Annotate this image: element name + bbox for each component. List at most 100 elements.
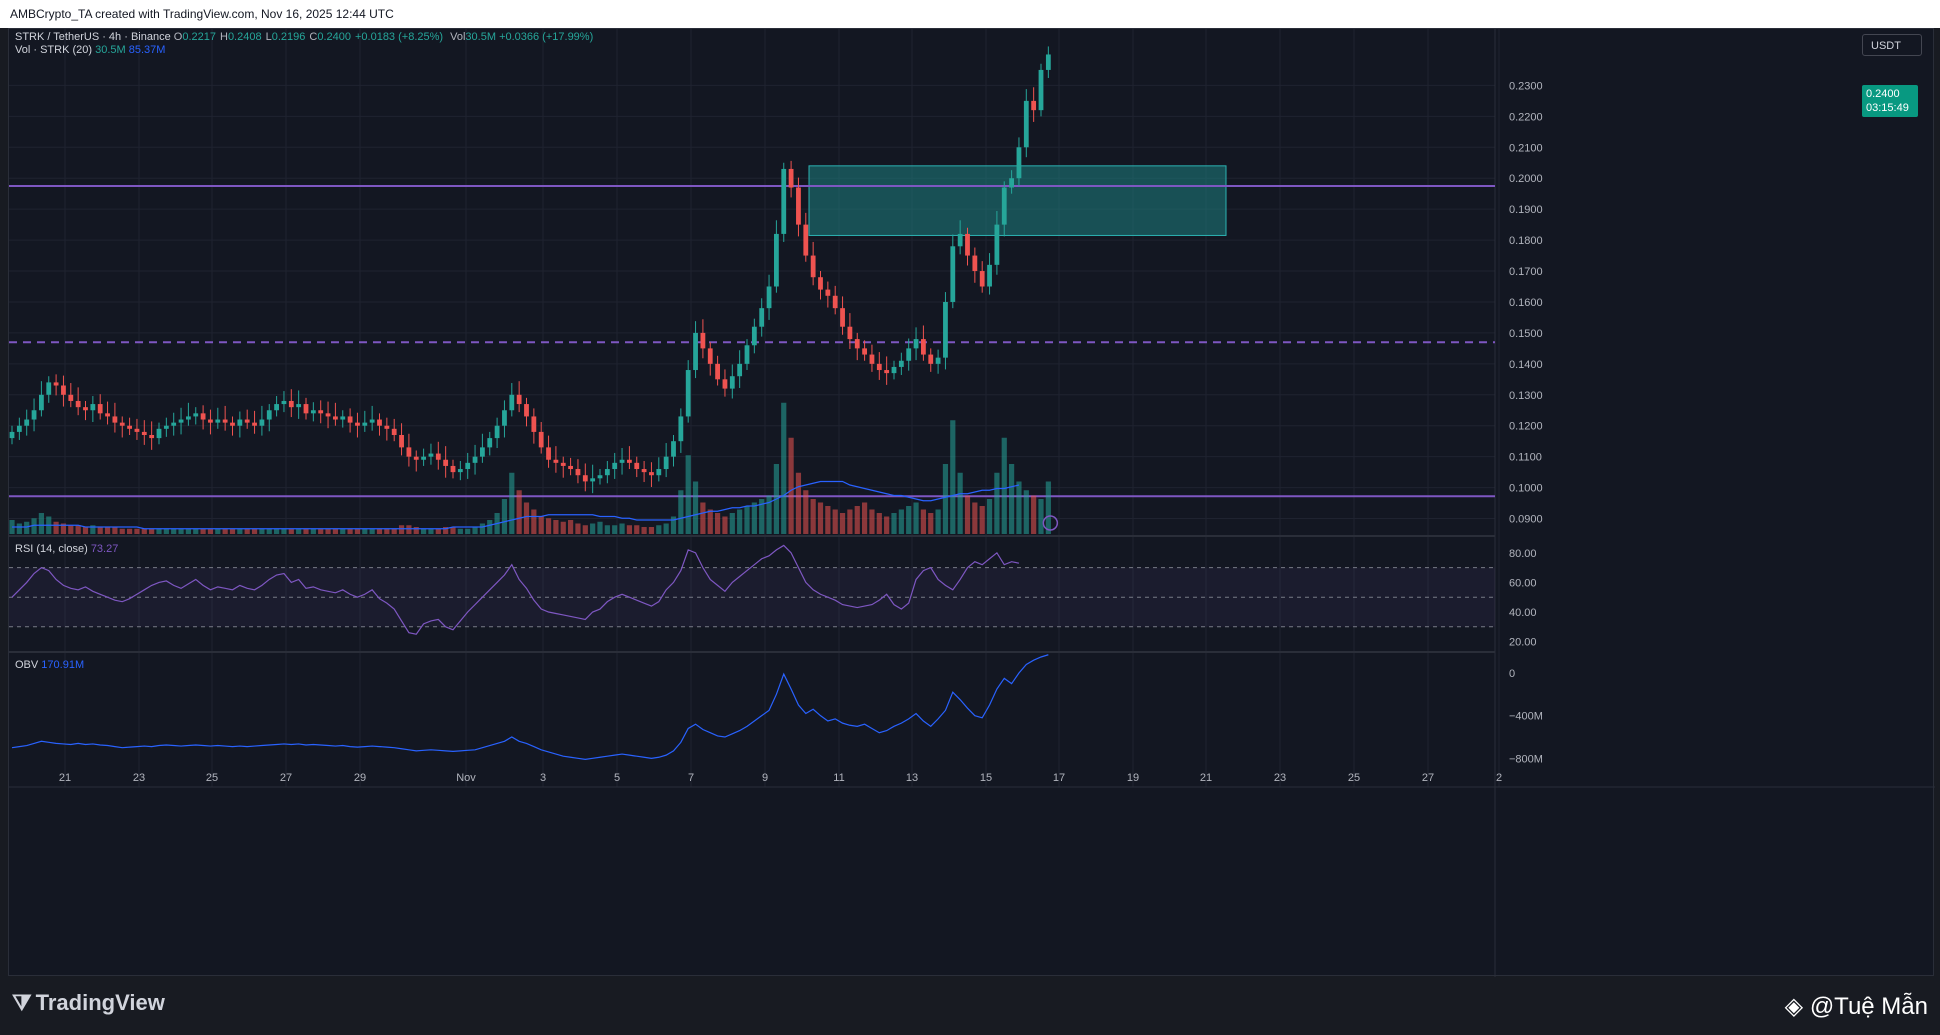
ohlc-value: 0.2400 xyxy=(317,31,351,43)
volume-bar xyxy=(795,472,802,534)
rsi-axis-label: 60.00 xyxy=(1509,577,1537,589)
volume-bar xyxy=(193,528,199,534)
candle-body xyxy=(296,404,302,408)
time-axis-label: 25 xyxy=(1348,772,1360,784)
candle-body xyxy=(707,348,713,364)
volume-bar xyxy=(222,528,228,534)
volume-bar xyxy=(266,528,272,534)
volume-bar xyxy=(663,523,669,534)
volume-bar xyxy=(531,509,537,534)
volume-bar xyxy=(362,528,368,534)
price-axis-label: 0.2100 xyxy=(1509,142,1543,154)
time-axis-label: 21 xyxy=(1200,772,1212,784)
candle-body xyxy=(39,394,44,411)
volume-bar xyxy=(582,525,588,534)
candle-body xyxy=(1038,69,1044,111)
volume-bar xyxy=(950,420,956,534)
vol-indicator-v1: 30.5M xyxy=(95,44,126,56)
volume-bar xyxy=(244,528,250,534)
candle-body xyxy=(898,360,904,367)
price-axis-label: 0.2200 xyxy=(1509,111,1543,123)
last-price-tag: 0.2400 03:15:49 xyxy=(1862,85,1918,117)
time-axis-label: 29 xyxy=(354,772,366,784)
volume-bar xyxy=(641,527,647,534)
volume-bar xyxy=(942,464,949,534)
volume-bar xyxy=(670,516,677,534)
last-price: 0.2400 xyxy=(1866,88,1900,100)
volume-bar xyxy=(1016,481,1022,534)
candle-body xyxy=(546,447,551,460)
volume-bar xyxy=(869,509,875,534)
volume-bar xyxy=(590,523,596,534)
candle-body xyxy=(788,168,794,188)
chart-svg[interactable]: 0.2300 0.2200 0.2100 0.2000 0.1900 0.1800 0.17… xyxy=(9,29,1935,977)
volume-bar xyxy=(457,528,463,534)
volume-bar xyxy=(421,528,427,534)
obv-axis-label: −400M xyxy=(1509,711,1543,723)
volume-bar xyxy=(237,528,243,534)
volume-bar xyxy=(744,506,750,534)
volume-bar xyxy=(296,528,302,534)
volume-bar xyxy=(729,513,735,534)
candle-body xyxy=(847,326,853,340)
ohlc-values: O0.2217 H0.2408 L0.2196 C0.2400 +0.0183 (+8.… xyxy=(174,31,447,43)
volume-bar xyxy=(53,521,59,534)
obv-value: 170.91M xyxy=(41,659,85,671)
candle-body xyxy=(90,404,96,411)
candle-body xyxy=(891,366,897,374)
candle-body xyxy=(281,400,287,405)
ohlc-value: 0.2408 xyxy=(227,31,262,43)
volume-bar xyxy=(648,527,655,534)
candle-body xyxy=(230,422,235,426)
volume-bar xyxy=(575,523,581,534)
volume-bar xyxy=(112,527,118,534)
obv-line xyxy=(11,654,1049,761)
volume-bar xyxy=(803,490,809,534)
chart-frame[interactable]: 0.2300 0.2200 0.2100 0.2000 0.1900 0.1800 0.17… xyxy=(8,28,1935,977)
candle-body xyxy=(737,363,743,377)
candle-body xyxy=(979,271,985,287)
candle-body xyxy=(274,404,279,411)
volume-bar xyxy=(862,502,868,534)
volume-bar xyxy=(149,528,155,534)
time-axis-label: 11 xyxy=(833,772,844,784)
currency-button[interactable]: USDT xyxy=(1862,34,1922,56)
candle-body xyxy=(156,428,162,439)
candle-body xyxy=(435,453,441,460)
candle-body xyxy=(457,469,463,473)
candle-body xyxy=(928,354,934,364)
candle-body xyxy=(582,475,588,482)
volume-bar xyxy=(97,527,103,534)
volume-bar xyxy=(141,528,147,534)
time-axis-label: 15 xyxy=(980,772,992,784)
candle-body xyxy=(700,332,706,349)
candle-body xyxy=(729,376,735,389)
candle-body xyxy=(406,447,412,457)
volume-bar xyxy=(134,528,140,534)
candle-body xyxy=(141,431,147,435)
candle-body xyxy=(715,363,720,380)
volume-bar xyxy=(979,506,985,534)
vol-indicator-label: Vol · STRK (20) xyxy=(15,44,93,56)
volume-bar xyxy=(274,528,280,534)
vol-indicator-v2: 85.37M xyxy=(128,44,166,56)
candle-body xyxy=(781,168,787,234)
volume-bar xyxy=(523,502,530,534)
candle-body xyxy=(818,277,823,290)
volume-bar xyxy=(986,499,993,534)
time-axis-label: 19 xyxy=(1127,772,1139,784)
volume-bar xyxy=(1009,464,1015,534)
header-caption: AMBCrypto_TA created with TradingView.co… xyxy=(10,7,394,21)
volume-bar xyxy=(450,527,456,534)
volume-bar xyxy=(501,499,508,534)
volume-bar xyxy=(60,523,67,534)
candle-body xyxy=(509,394,515,411)
candle-body xyxy=(803,224,809,256)
rsi-axis-label: 20.00 xyxy=(1509,637,1537,649)
volume-bar xyxy=(972,502,978,534)
candle-body xyxy=(465,462,471,470)
candle-body xyxy=(774,233,779,287)
tradingview-logo[interactable]: ⧩ TradingView xyxy=(12,990,165,1016)
volume-bar xyxy=(251,528,258,534)
candle-body xyxy=(840,308,845,327)
